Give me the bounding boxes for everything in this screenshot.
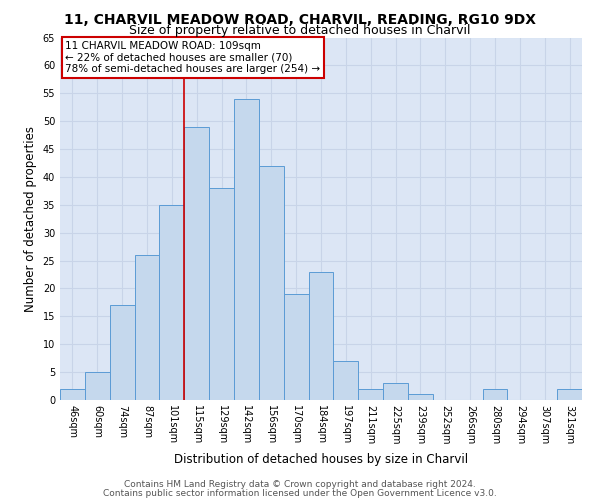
Bar xyxy=(284,294,308,400)
Bar xyxy=(358,389,383,400)
Bar xyxy=(85,372,110,400)
Text: Size of property relative to detached houses in Charvil: Size of property relative to detached ho… xyxy=(129,24,471,37)
Bar xyxy=(234,99,259,400)
Text: 11, CHARVIL MEADOW ROAD, CHARVIL, READING, RG10 9DX: 11, CHARVIL MEADOW ROAD, CHARVIL, READIN… xyxy=(64,12,536,26)
Y-axis label: Number of detached properties: Number of detached properties xyxy=(24,126,37,312)
Bar xyxy=(308,272,334,400)
Text: 11 CHARVIL MEADOW ROAD: 109sqm
← 22% of detached houses are smaller (70)
78% of : 11 CHARVIL MEADOW ROAD: 109sqm ← 22% of … xyxy=(65,41,320,74)
Text: Contains public sector information licensed under the Open Government Licence v3: Contains public sector information licen… xyxy=(103,488,497,498)
Bar xyxy=(482,389,508,400)
Bar xyxy=(557,389,582,400)
Bar xyxy=(110,305,134,400)
Text: Contains HM Land Registry data © Crown copyright and database right 2024.: Contains HM Land Registry data © Crown c… xyxy=(124,480,476,489)
Bar xyxy=(160,205,184,400)
Bar xyxy=(334,361,358,400)
Bar xyxy=(60,389,85,400)
X-axis label: Distribution of detached houses by size in Charvil: Distribution of detached houses by size … xyxy=(174,452,468,466)
Bar xyxy=(209,188,234,400)
Bar xyxy=(259,166,284,400)
Bar xyxy=(408,394,433,400)
Bar xyxy=(134,255,160,400)
Bar xyxy=(383,384,408,400)
Bar xyxy=(184,126,209,400)
